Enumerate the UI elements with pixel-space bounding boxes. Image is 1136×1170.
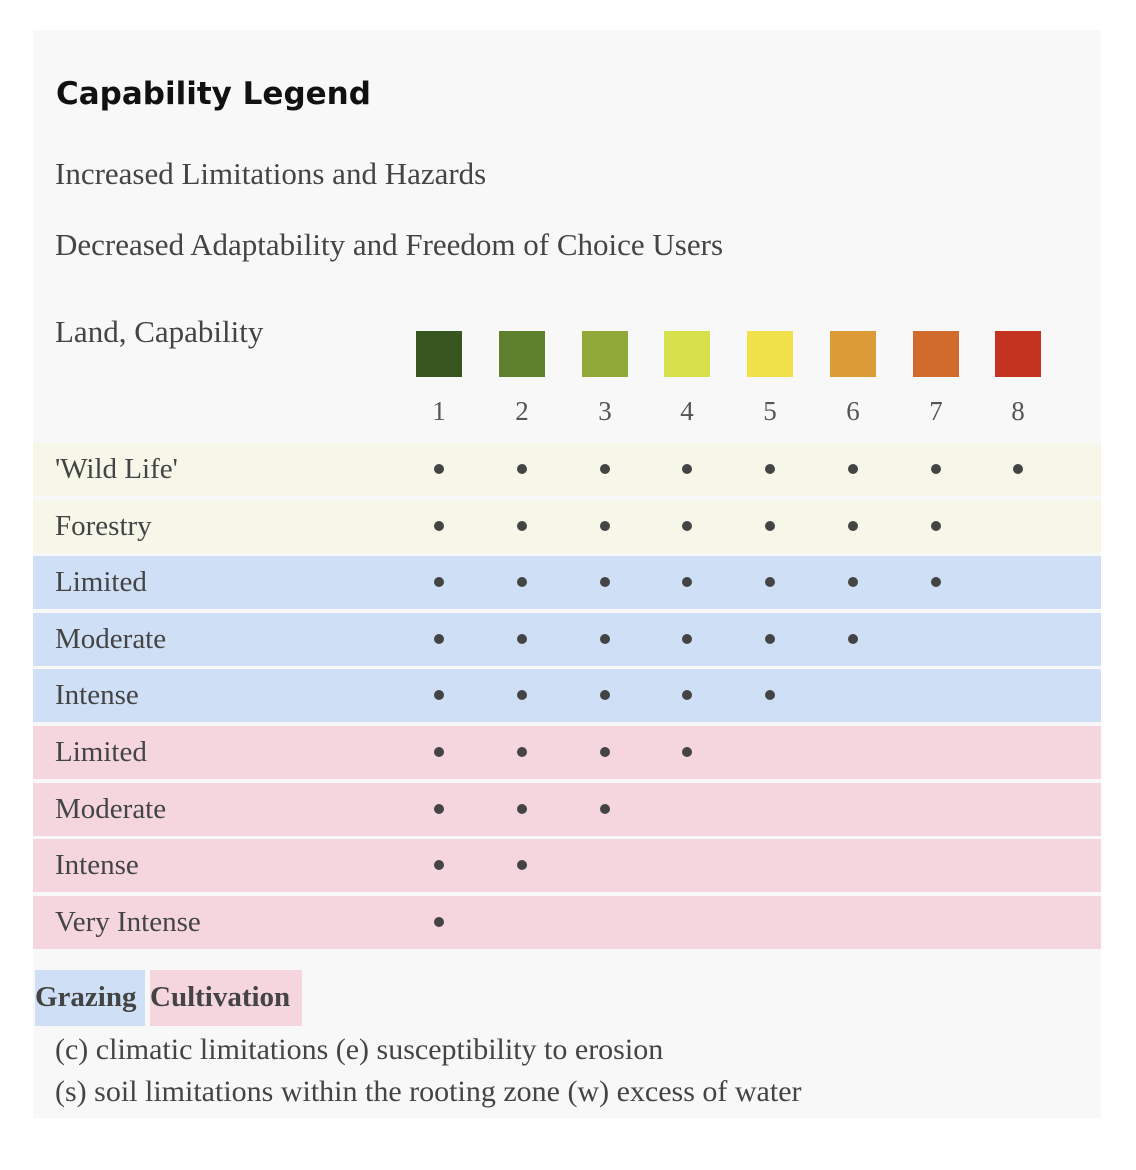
note-line-2: (s) soil limitations within the rooting …: [55, 1075, 802, 1108]
suitability-dot: [600, 577, 610, 588]
suitability-dot: [682, 577, 692, 588]
row-label: Limited: [55, 736, 147, 768]
suitability-dot: [765, 520, 775, 531]
suitability-dot: [765, 690, 775, 701]
suitability-dot: [1013, 464, 1023, 474]
row-label: 'Wild Life': [55, 453, 178, 485]
suitability-dot: [848, 464, 858, 474]
row-label: Very Intense: [55, 905, 201, 938]
suitability-dot: [848, 633, 858, 644]
capability-row: Intense: [33, 839, 1101, 893]
suitability-dot: [765, 633, 775, 644]
class-swatch-2: [499, 331, 545, 377]
grazing-tag: Grazing: [35, 970, 145, 1026]
suitability-dot: [517, 803, 527, 814]
row-label: Moderate: [55, 622, 167, 655]
class-swatch-5: [747, 331, 793, 377]
suitability-dot: [765, 577, 775, 588]
suitability-dot: [434, 860, 444, 871]
class-number-1: 1: [432, 396, 446, 426]
suitability-dot: [434, 803, 444, 814]
suitability-dot: [517, 520, 527, 531]
suitability-dot: [434, 577, 444, 588]
subtitle-adaptability: Decreased Adaptability and Freedom of Ch…: [55, 227, 724, 262]
suitability-dot: [931, 520, 941, 531]
suitability-dot: [434, 916, 444, 927]
class-number-7: 7: [929, 396, 943, 426]
class-swatch-3: [582, 331, 628, 377]
suitability-dot: [600, 803, 610, 814]
suitability-dot: [600, 747, 610, 757]
suitability-dot: [517, 690, 527, 701]
row-label: Moderate: [55, 792, 167, 825]
suitability-dot: [434, 520, 444, 531]
suitability-dot: [682, 464, 692, 474]
suitability-dot: [434, 633, 444, 644]
capability-row: 'Wild Life': [33, 443, 1101, 496]
capability-row: Limited: [33, 726, 1101, 779]
suitability-dot: [517, 464, 527, 474]
class-swatch-7: [913, 331, 959, 377]
capability-row: Limited: [33, 556, 1101, 610]
suitability-dot: [931, 464, 941, 474]
class-number-6: 6: [846, 396, 860, 426]
suitability-dot: [600, 464, 610, 474]
class-swatch-1: [416, 331, 462, 377]
suitability-dot: [517, 577, 527, 588]
suitability-dot: [434, 464, 444, 474]
suitability-dot: [517, 633, 527, 644]
capability-row: Intense: [33, 669, 1101, 723]
class-swatch-4: [664, 331, 710, 377]
capability-row: Very Intense: [33, 895, 1101, 949]
class-number-2: 2: [515, 396, 529, 426]
cultivation-tag: Cultivation: [150, 970, 302, 1026]
suitability-dot: [517, 860, 527, 871]
suitability-dot: [765, 464, 775, 474]
capability-legend-panel: Capability Legend Increased Limitations …: [33, 30, 1101, 1118]
suitability-dot: [682, 747, 692, 757]
suitability-dot: [682, 690, 692, 701]
class-swatch-6: [830, 331, 876, 377]
suitability-dot: [600, 520, 610, 531]
row-label: Forestry: [55, 509, 152, 542]
capability-row: Moderate: [33, 612, 1101, 666]
land-capability-label: Land, Capability: [55, 314, 264, 349]
class-number-4: 4: [680, 396, 694, 426]
row-label: Intense: [55, 679, 139, 712]
capability-row: Moderate: [33, 782, 1101, 836]
class-swatch-8: [995, 331, 1041, 377]
suitability-dot: [682, 520, 692, 531]
row-label: Intense: [55, 849, 139, 882]
legend-title: Capability Legend: [56, 76, 371, 112]
suitability-dot: [434, 747, 444, 757]
suitability-dot: [600, 633, 610, 644]
capability-row: Forestry: [33, 499, 1101, 553]
suitability-dot: [848, 577, 858, 588]
suitability-dot: [600, 690, 610, 701]
subtitle-limitations: Increased Limitations and Hazards: [55, 156, 487, 191]
row-label: Limited: [55, 566, 147, 599]
note-line-1: (c) climatic limitations (e) susceptibil…: [55, 1033, 664, 1066]
suitability-dot: [434, 690, 444, 701]
suitability-dot: [848, 520, 858, 531]
suitability-dot: [931, 577, 941, 588]
suitability-dot: [682, 633, 692, 644]
suitability-dot: [517, 747, 527, 757]
class-number-5: 5: [763, 396, 777, 426]
class-number-3: 3: [598, 396, 612, 426]
class-number-8: 8: [1011, 396, 1025, 426]
